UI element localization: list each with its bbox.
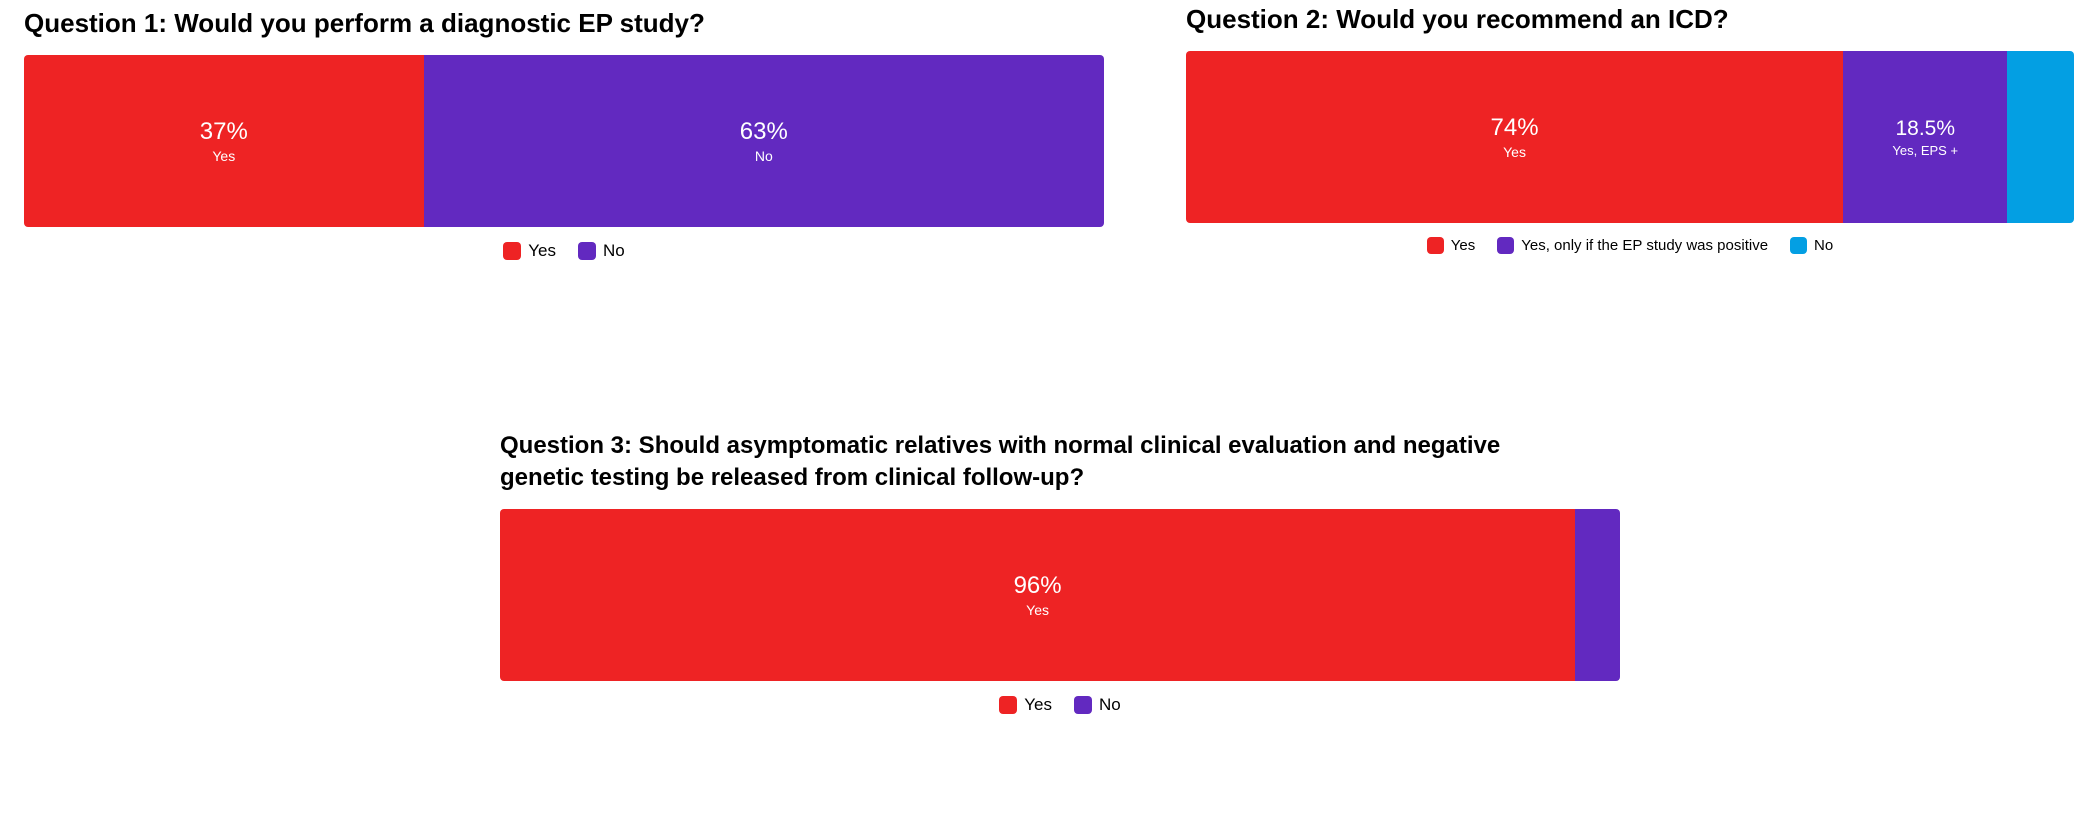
q2-legend-swatch-1: [1497, 237, 1514, 254]
chart-q1-title: Question 1: Would you perform a diagnost…: [24, 6, 1104, 41]
chart-q3-legend: Yes No: [500, 695, 1620, 715]
chart-q2-title: Question 2: Would you recommend an ICD?: [1186, 2, 2074, 37]
q3-legend-label-1: No: [1099, 695, 1121, 715]
q1-legend-label-1: No: [603, 241, 625, 261]
q3-segment-0-label: Yes: [1026, 602, 1049, 618]
q1-segment-1: 63% No: [424, 55, 1104, 227]
q1-legend-label-0: Yes: [528, 241, 556, 261]
q2-segment-1: 18.5% Yes, EPS +: [1843, 51, 2007, 223]
chart-q2-legend: Yes Yes, only if the EP study was positiv…: [1186, 237, 2074, 254]
q2-legend-swatch-2: [1790, 237, 1807, 254]
q2-segment-2: [2007, 51, 2074, 223]
chart-q3-title: Question 3: Should asymptomatic relative…: [500, 430, 1510, 495]
q3-legend-swatch-0: [999, 696, 1017, 714]
q2-segment-0-pct: 74%: [1491, 114, 1539, 142]
q3-legend-label-0: Yes: [1024, 695, 1052, 715]
q2-segment-1-label: Yes, EPS +: [1892, 143, 1958, 158]
q1-legend-swatch-0: [503, 242, 521, 260]
chart-q3-bar: 96% Yes: [500, 509, 1620, 681]
q1-segment-0-pct: 37%: [200, 118, 248, 146]
chart-q2-bar: 74% Yes 18.5% Yes, EPS +: [1186, 51, 2074, 223]
q3-legend-swatch-1: [1074, 696, 1092, 714]
chart-q1-bar: 37% Yes 63% No: [24, 55, 1104, 227]
q2-segment-0-label: Yes: [1503, 144, 1526, 160]
q1-segment-1-label: No: [755, 148, 773, 164]
q2-legend-item-1: Yes, only if the EP study was positive: [1497, 237, 1768, 254]
q1-segment-1-pct: 63%: [740, 118, 788, 146]
q2-segment-0: 74% Yes: [1186, 51, 1843, 223]
q3-legend-item-0: Yes: [999, 695, 1052, 715]
chart-q3: Question 3: Should asymptomatic relative…: [500, 430, 1620, 715]
q1-segment-0-label: Yes: [212, 148, 235, 164]
q2-segment-1-pct: 18.5%: [1895, 117, 1955, 141]
q1-segment-0: 37% Yes: [24, 55, 424, 227]
q3-legend-item-1: No: [1074, 695, 1121, 715]
q3-segment-0: 96% Yes: [500, 509, 1575, 681]
q2-legend-label-0: Yes: [1451, 237, 1475, 254]
q1-legend-swatch-1: [578, 242, 596, 260]
q3-segment-1: [1575, 509, 1620, 681]
chart-q2: Question 2: Would you recommend an ICD? …: [1186, 2, 2074, 254]
chart-q1-legend: Yes No: [24, 241, 1104, 261]
q3-segment-0-pct: 96%: [1014, 572, 1062, 600]
q2-legend-label-1: Yes, only if the EP study was positive: [1521, 237, 1768, 254]
q2-legend-label-2: No: [1814, 237, 1833, 254]
q2-legend-item-0: Yes: [1427, 237, 1475, 254]
q2-legend-swatch-0: [1427, 237, 1444, 254]
q1-legend-item-0: Yes: [503, 241, 556, 261]
chart-q1: Question 1: Would you perform a diagnost…: [24, 6, 1104, 261]
q2-legend-item-2: No: [1790, 237, 1833, 254]
q1-legend-item-1: No: [578, 241, 625, 261]
